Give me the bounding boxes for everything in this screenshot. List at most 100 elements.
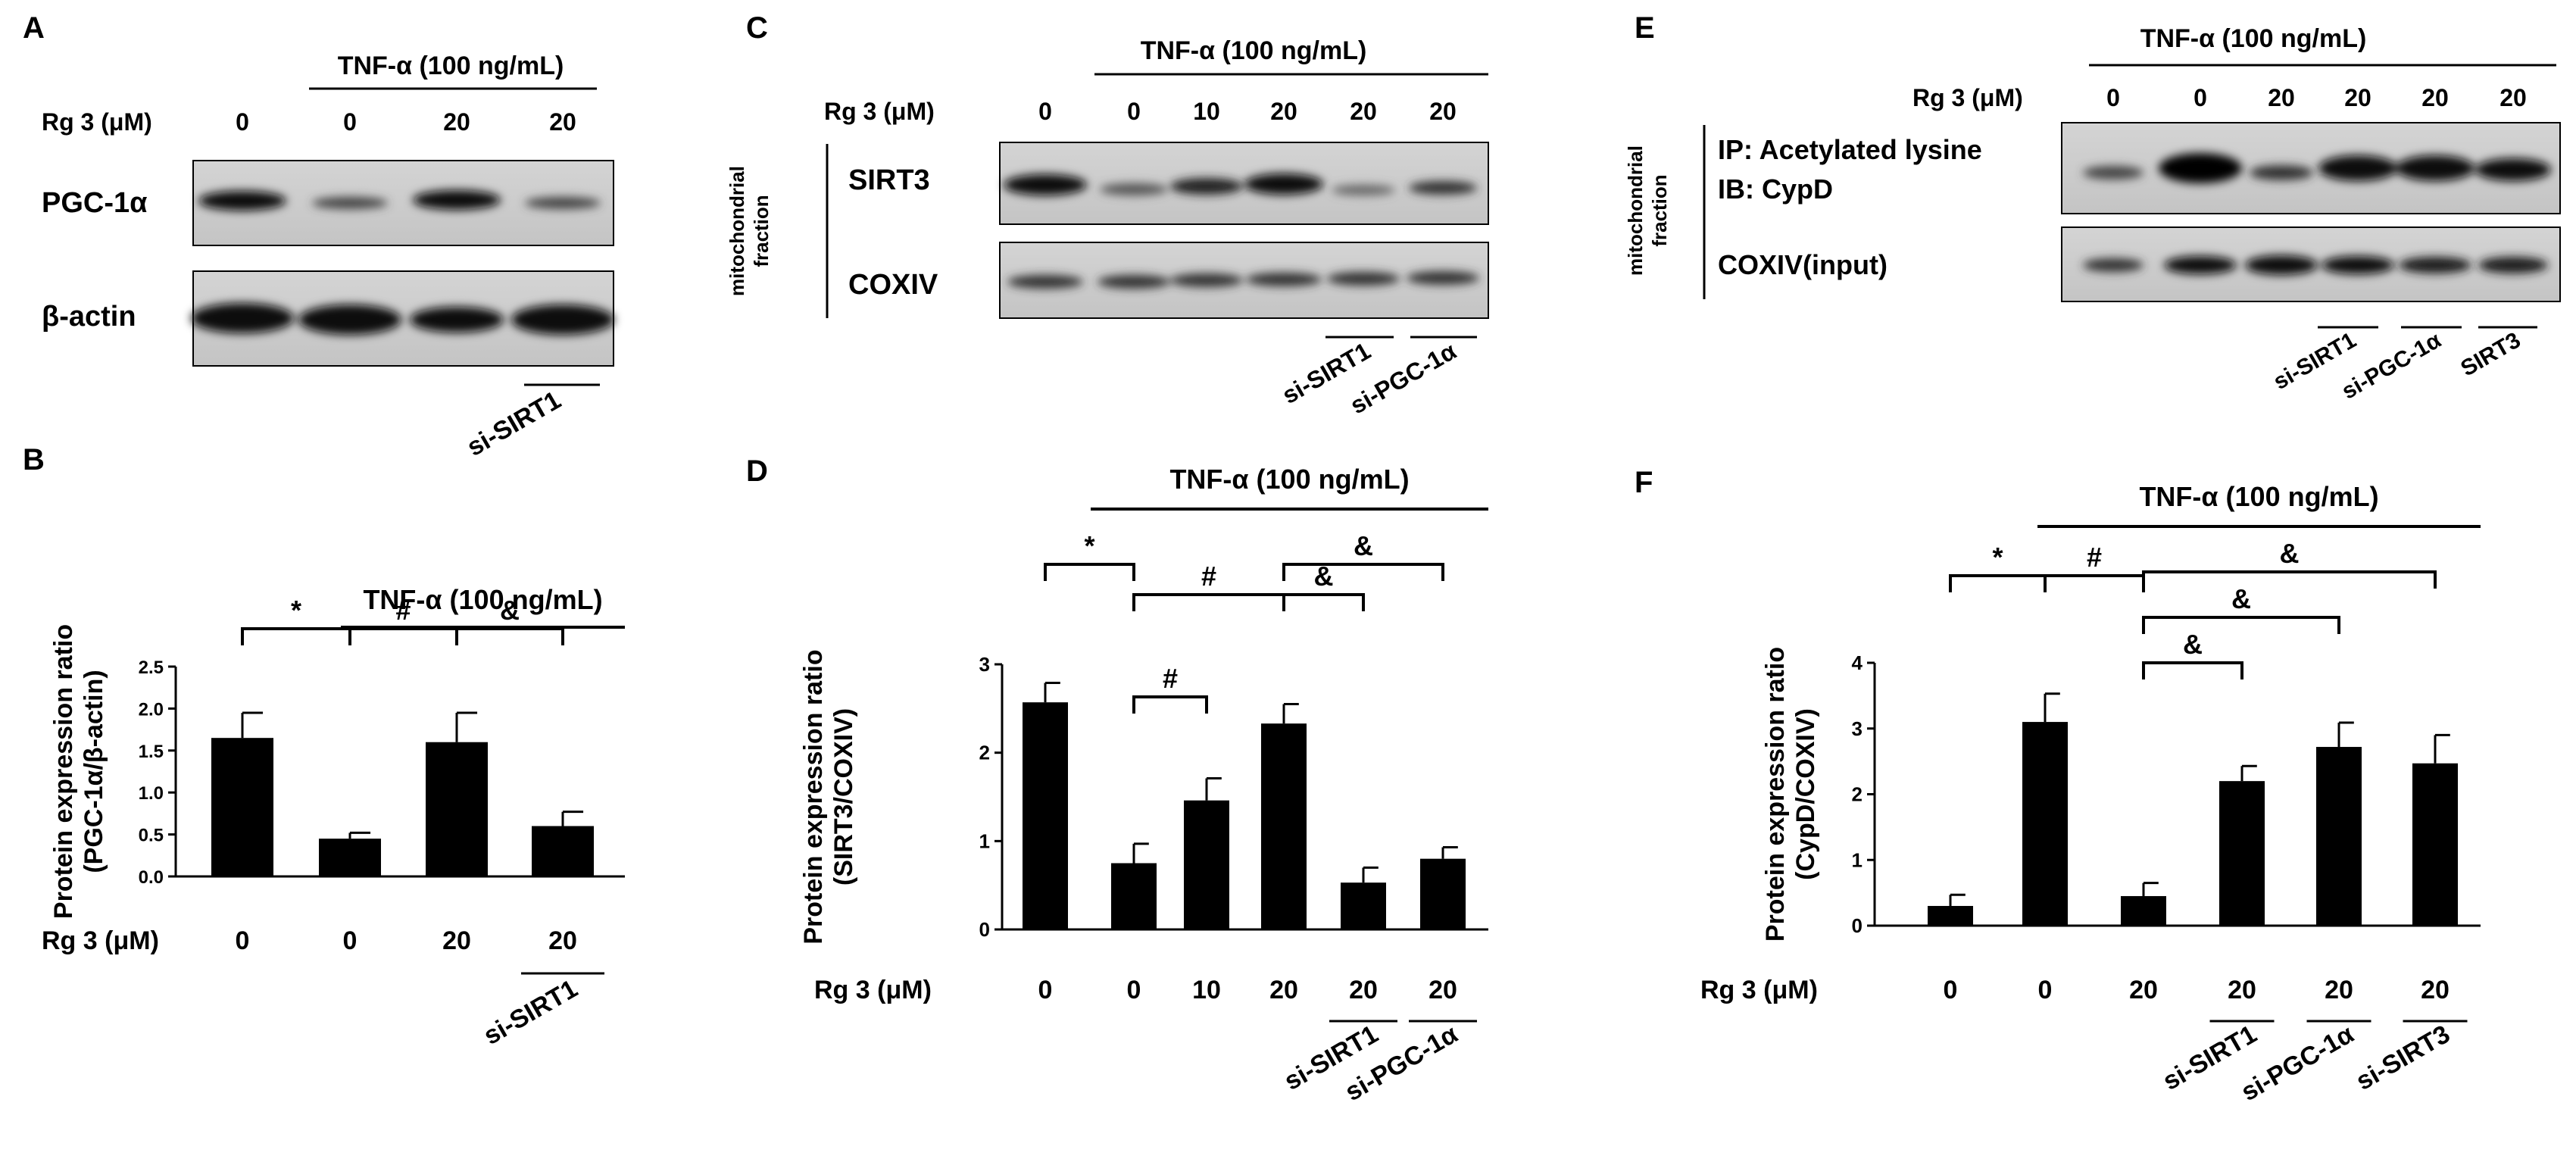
y-tick-label: 2.5: [139, 658, 164, 678]
band-label: IP: Acetylated lysine: [1718, 134, 1982, 165]
sirna-label: si-SIRT3: [2351, 1020, 2455, 1096]
blot-band: [1246, 273, 1322, 286]
dose-label: 20: [1350, 98, 1377, 125]
significance-bracket: [1132, 695, 1208, 714]
blot-band: [1170, 178, 1243, 195]
blot-band: [413, 190, 501, 210]
treatment-label: TNF-α (100 ng/mL): [2140, 24, 2367, 53]
fraction-label: fraction: [1648, 174, 1671, 246]
dose-label: 20: [1429, 98, 1457, 125]
blot-band: [1170, 273, 1243, 287]
significance-bracket: [241, 627, 351, 645]
panel-letter-d: D: [746, 454, 768, 488]
significance-bracket: [455, 627, 564, 645]
panel-letter-b: B: [23, 443, 45, 476]
dose-row-label: Rg 3 (μM): [824, 98, 935, 125]
panel-e: E TNF-α (100 ng/mL) Rg 3 (μM) 0 0 20 20 …: [1624, 11, 2561, 405]
significance-symbol: &: [1354, 530, 1373, 561]
sirna-label: SIRT3: [2456, 327, 2524, 381]
treatment-label: TNF-α (100 ng/mL): [1141, 36, 1367, 65]
blot-band: [2396, 155, 2475, 181]
y-tick-label: 2: [979, 742, 990, 764]
x-tick-label: 20: [2325, 976, 2353, 1004]
significance-symbol: #: [395, 595, 411, 626]
bar: [319, 839, 381, 876]
blot-band: [198, 191, 286, 211]
y-tick-label: 0.5: [139, 826, 164, 846]
blot-bands: [198, 190, 601, 211]
band-label: SIRT3: [848, 164, 930, 196]
bar: [2316, 747, 2362, 926]
blot-band: [191, 303, 294, 333]
blot-band: [1327, 272, 1400, 286]
significance-symbol: *: [1992, 542, 2003, 573]
blot-band: [1100, 183, 1168, 195]
panel-letter: A: [23, 11, 45, 45]
x-tick-label: 20: [1269, 976, 1298, 1004]
blot-band: [312, 197, 388, 209]
panel-letter: E: [1635, 11, 1655, 45]
treatment-label: TNF-α (100 ng/mL): [338, 52, 564, 80]
y-tick-label: 1: [979, 829, 990, 852]
fraction-label: mitochondrial: [1624, 145, 1647, 276]
band-label: COXIV: [848, 269, 938, 301]
significance-symbol: &: [500, 595, 520, 626]
significance-symbol: *: [1084, 530, 1094, 561]
fraction-label: mitochondrial: [726, 166, 748, 296]
sirna-label: si-SIRT1: [462, 386, 566, 462]
significance-symbol: #: [1201, 561, 1216, 592]
blot-band: [1407, 271, 1479, 285]
blot-band: [2245, 255, 2318, 275]
bar: [1023, 702, 1068, 929]
dose-label: 20: [443, 108, 470, 136]
bar: [2219, 781, 2265, 926]
dose-label: 20: [549, 108, 576, 136]
blot-band: [1007, 275, 1083, 289]
y-axis-label: Protein expression ratio: [49, 624, 78, 919]
panel-a: A TNF-α (100 ng/mL) Rg 3 (μM) 0 0 20 20 …: [23, 11, 614, 462]
band-label: PGC-1α: [42, 187, 148, 219]
significance-bracket: [2142, 661, 2243, 679]
significance-bracket: [2142, 616, 2340, 634]
significance-bracket: [1044, 563, 1135, 581]
chart-f: 0 1 2 3 4 Protein expression ratio (CypD/COXIV…: [1700, 481, 2481, 1107]
blot-band: [1244, 173, 1323, 195]
x-axis-label: Rg 3 (μM): [814, 976, 932, 1004]
blot-band: [2322, 256, 2394, 274]
x-tick-label: 0: [343, 926, 358, 955]
treatment-label: TNF-α (100 ng/mL): [2139, 481, 2378, 512]
significance-bracket: [1949, 574, 2047, 592]
blot-bands: [2083, 255, 2548, 275]
x-tick-label: 20: [548, 926, 577, 955]
dose-label: 0: [343, 108, 357, 136]
blot-band: [1004, 174, 1087, 195]
y-tick-label: 1: [1852, 848, 1863, 871]
y-axis-label: (PGC-1α/β-actin): [80, 670, 108, 873]
band-label: β-actin: [42, 301, 136, 333]
x-tick-label: 20: [442, 926, 471, 955]
sirna-label: si-SIRT1: [479, 974, 582, 1051]
significance-symbol: &: [2231, 583, 2251, 614]
significance-bracket: [1132, 593, 1285, 611]
dose-label: 0: [1038, 98, 1052, 125]
x-axis-label: Rg 3 (μM): [1700, 976, 1818, 1004]
y-tick-label: 3: [979, 653, 990, 676]
significance-bracket: [2142, 570, 2437, 589]
significance-symbol: #: [2087, 542, 2102, 573]
dose-row-label: Rg 3 (μM): [42, 108, 152, 136]
blot-band: [2318, 155, 2397, 181]
blot-band: [1098, 275, 1170, 289]
treatment-label: TNF-α (100 ng/mL): [1169, 464, 1409, 495]
blot-band: [410, 307, 504, 333]
blot-band: [2475, 158, 2551, 181]
y-tick-label: 1.5: [139, 742, 164, 762]
panel-c: C TNF-α (100 ng/mL) Rg 3 (μM) 0 0 10 20 …: [726, 11, 1489, 419]
blot-band: [525, 197, 601, 209]
blot-bands: [1007, 271, 1479, 289]
dose-label: 20: [1270, 98, 1297, 125]
y-axis-label: Protein expression ratio: [1761, 647, 1790, 942]
y-tick-label: 0: [1852, 914, 1863, 937]
panel-letter: C: [746, 11, 768, 45]
chart-b: 0.0 0.5 1.0 1.5 2.0 2.5 Protein expression rat…: [42, 584, 625, 1051]
treatment-label: TNF-α (100 ng/mL): [363, 584, 602, 615]
